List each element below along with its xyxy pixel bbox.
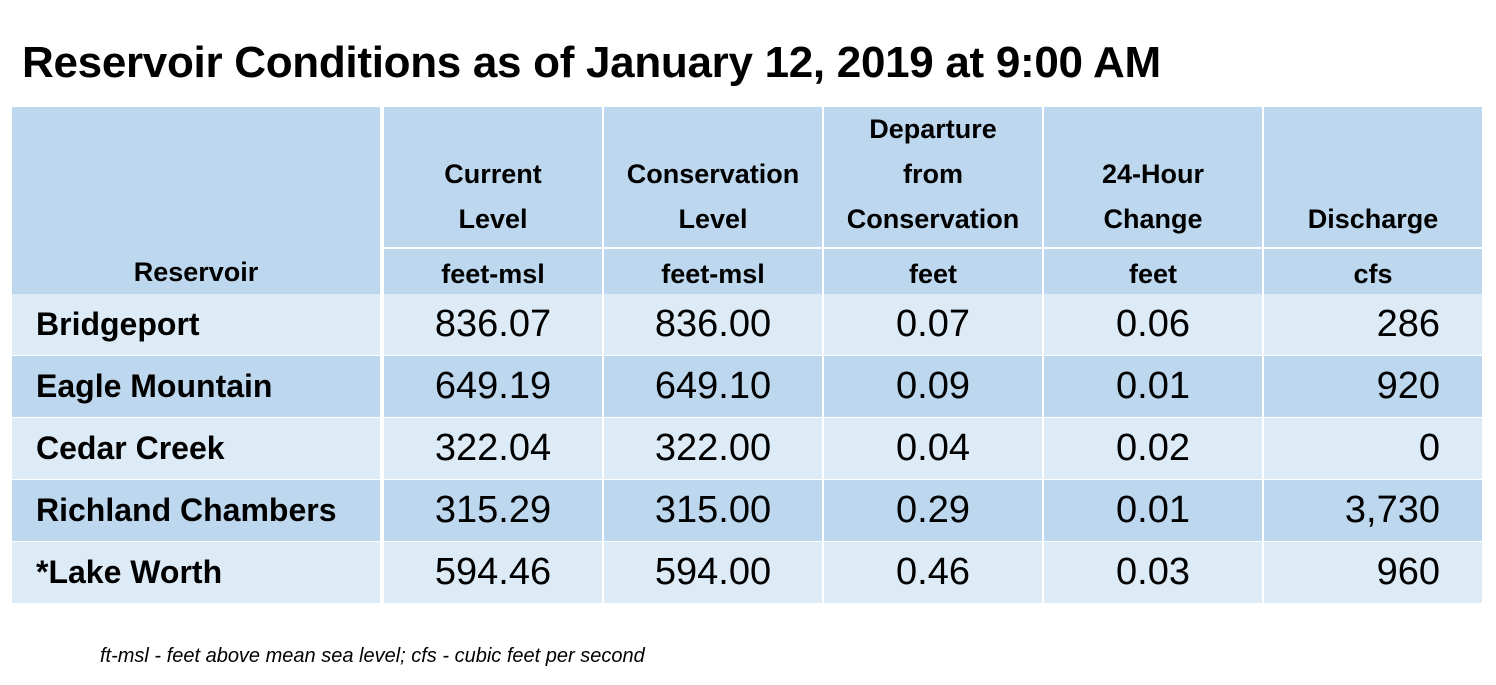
table-cell: 0.06 bbox=[1044, 294, 1262, 355]
conservation-value: 649.10 bbox=[654, 365, 772, 407]
reservoir-name: Richland Chambers bbox=[36, 492, 337, 528]
conservation-value: 315.00 bbox=[654, 489, 772, 531]
discharge-value: 960 bbox=[1376, 551, 1440, 593]
header-unit: feet-msl bbox=[661, 259, 765, 289]
header-cell bbox=[824, 107, 1042, 247]
departure-value: 0.07 bbox=[896, 303, 970, 345]
change-value: 0.03 bbox=[1116, 551, 1190, 593]
header-label: Level bbox=[458, 204, 528, 234]
header-label: Level bbox=[678, 204, 748, 234]
header-unit-cell bbox=[604, 249, 822, 297]
table-cell: 0 bbox=[1264, 418, 1482, 479]
header-cell bbox=[1044, 107, 1262, 247]
header-label: Change bbox=[1103, 204, 1203, 234]
header-label: Discharge bbox=[1307, 204, 1439, 234]
table-cell: 0.29 bbox=[824, 480, 1042, 541]
header-unit: feet bbox=[1128, 259, 1177, 289]
departure-value: 0.46 bbox=[896, 551, 970, 593]
discharge-value: 920 bbox=[1376, 365, 1440, 407]
header-label: 24-Hour bbox=[1101, 159, 1204, 189]
table-cell: 649.19 bbox=[384, 356, 602, 417]
table-cell: 3,730 bbox=[1264, 480, 1482, 541]
footnote: ft-msl - feet above mean sea level; cfs … bbox=[100, 645, 645, 667]
table-cell: 286 bbox=[1264, 294, 1482, 355]
conservation-value: 836.00 bbox=[654, 303, 772, 345]
departure-value: 0.29 bbox=[896, 489, 970, 531]
table-cell: *Lake Worth bbox=[12, 542, 380, 603]
header-unit: feet bbox=[908, 259, 957, 289]
header-cell bbox=[1264, 107, 1482, 247]
discharge-value: 0 bbox=[1418, 427, 1440, 469]
table-cell: 960 bbox=[1264, 542, 1482, 603]
change-value: 0.02 bbox=[1116, 427, 1190, 469]
table-cell: 315.00 bbox=[604, 480, 822, 541]
reservoir-name: Cedar Creek bbox=[36, 430, 225, 466]
change-value: 0.06 bbox=[1116, 303, 1190, 345]
discharge-value: 3,730 bbox=[1344, 489, 1440, 531]
table-cell: 322.00 bbox=[604, 418, 822, 479]
table-cell: 0.07 bbox=[824, 294, 1042, 355]
table-cell: 594.46 bbox=[384, 542, 602, 603]
table-cell: 836.00 bbox=[604, 294, 822, 355]
table-cell: Richland Chambers bbox=[12, 480, 380, 541]
change-value: 0.01 bbox=[1116, 489, 1190, 531]
current-value: 836.07 bbox=[434, 303, 552, 345]
header-label: Current bbox=[444, 159, 542, 189]
departure-value: 0.04 bbox=[896, 427, 970, 469]
header-label: Reservoir bbox=[133, 257, 259, 287]
header-unit-cell bbox=[384, 249, 602, 297]
table-cell: 0.02 bbox=[1044, 418, 1262, 479]
header-label: from bbox=[903, 159, 963, 189]
table-cell: 322.04 bbox=[384, 418, 602, 479]
header-label: Conservation bbox=[626, 159, 800, 189]
table-cell: Cedar Creek bbox=[12, 418, 380, 479]
current-value: 315.29 bbox=[434, 489, 552, 531]
table-cell: 0.01 bbox=[1044, 480, 1262, 541]
table-cell: 920 bbox=[1264, 356, 1482, 417]
table-cell: 0.04 bbox=[824, 418, 1042, 479]
conservation-value: 322.00 bbox=[654, 427, 772, 469]
table-cell: 0.03 bbox=[1044, 542, 1262, 603]
reservoir-name: Bridgeport bbox=[36, 306, 200, 342]
table-cell: Bridgeport bbox=[12, 294, 380, 355]
table-cell: 0.09 bbox=[824, 356, 1042, 417]
table-cell: 649.10 bbox=[604, 356, 822, 417]
page-title: Reservoir Conditions as of January 12, 2… bbox=[22, 38, 1161, 87]
header-cell bbox=[384, 107, 602, 247]
current-value: 594.46 bbox=[434, 551, 552, 593]
table-cell: 594.00 bbox=[604, 542, 822, 603]
header-label: Departure bbox=[869, 114, 997, 144]
header-cell bbox=[12, 107, 380, 297]
header-unit: feet-msl bbox=[441, 259, 545, 289]
reservoir-name: Eagle Mountain bbox=[36, 368, 273, 404]
header-label: Conservation bbox=[846, 204, 1020, 234]
header-unit-cell bbox=[1044, 249, 1262, 297]
table-cell: 0.01 bbox=[1044, 356, 1262, 417]
conservation-value: 594.00 bbox=[654, 551, 772, 593]
discharge-value: 286 bbox=[1376, 303, 1440, 345]
header-cell bbox=[604, 107, 822, 247]
current-value: 649.19 bbox=[434, 365, 552, 407]
header-unit-cell bbox=[824, 249, 1042, 297]
table-cell: 315.29 bbox=[384, 480, 602, 541]
reservoir-name: *Lake Worth bbox=[36, 554, 223, 590]
table-cell: 0.46 bbox=[824, 542, 1042, 603]
current-value: 322.04 bbox=[434, 427, 552, 469]
header-unit: cfs bbox=[1353, 259, 1393, 289]
change-value: 0.01 bbox=[1116, 365, 1190, 407]
table-cell: Eagle Mountain bbox=[12, 356, 380, 417]
departure-value: 0.09 bbox=[896, 365, 970, 407]
header-unit-cell bbox=[1264, 249, 1482, 297]
table-cell: 836.07 bbox=[384, 294, 602, 355]
